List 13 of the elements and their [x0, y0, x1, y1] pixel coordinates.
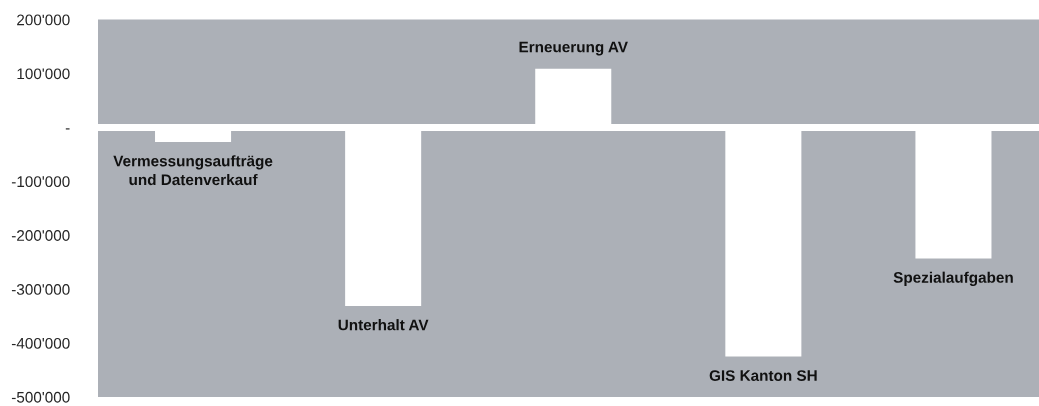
y-tick-label: -300'000: [11, 284, 70, 295]
y-tick-label: -400'000: [11, 337, 70, 349]
y-tick-label: 200'000: [17, 14, 70, 26]
x-tick-label: Unterhalt AV: [338, 319, 429, 331]
y-tick-label: -100'000: [11, 176, 70, 188]
y-tick-label: -200'000: [11, 230, 70, 241]
y-tick-label: -500'000: [11, 391, 70, 403]
x-tick-label: Spezialaufgaben: [893, 271, 1013, 286]
x-tick-label: GIS Kanton SH: [709, 370, 817, 381]
x-tick-label: Vermessungsaufträge und Datenverkauf: [113, 155, 273, 186]
x-tick-label: Erneuerung AV: [519, 41, 628, 56]
y-tick-label: -: [65, 128, 70, 130]
y-tick-label: 100'000: [17, 68, 70, 80]
